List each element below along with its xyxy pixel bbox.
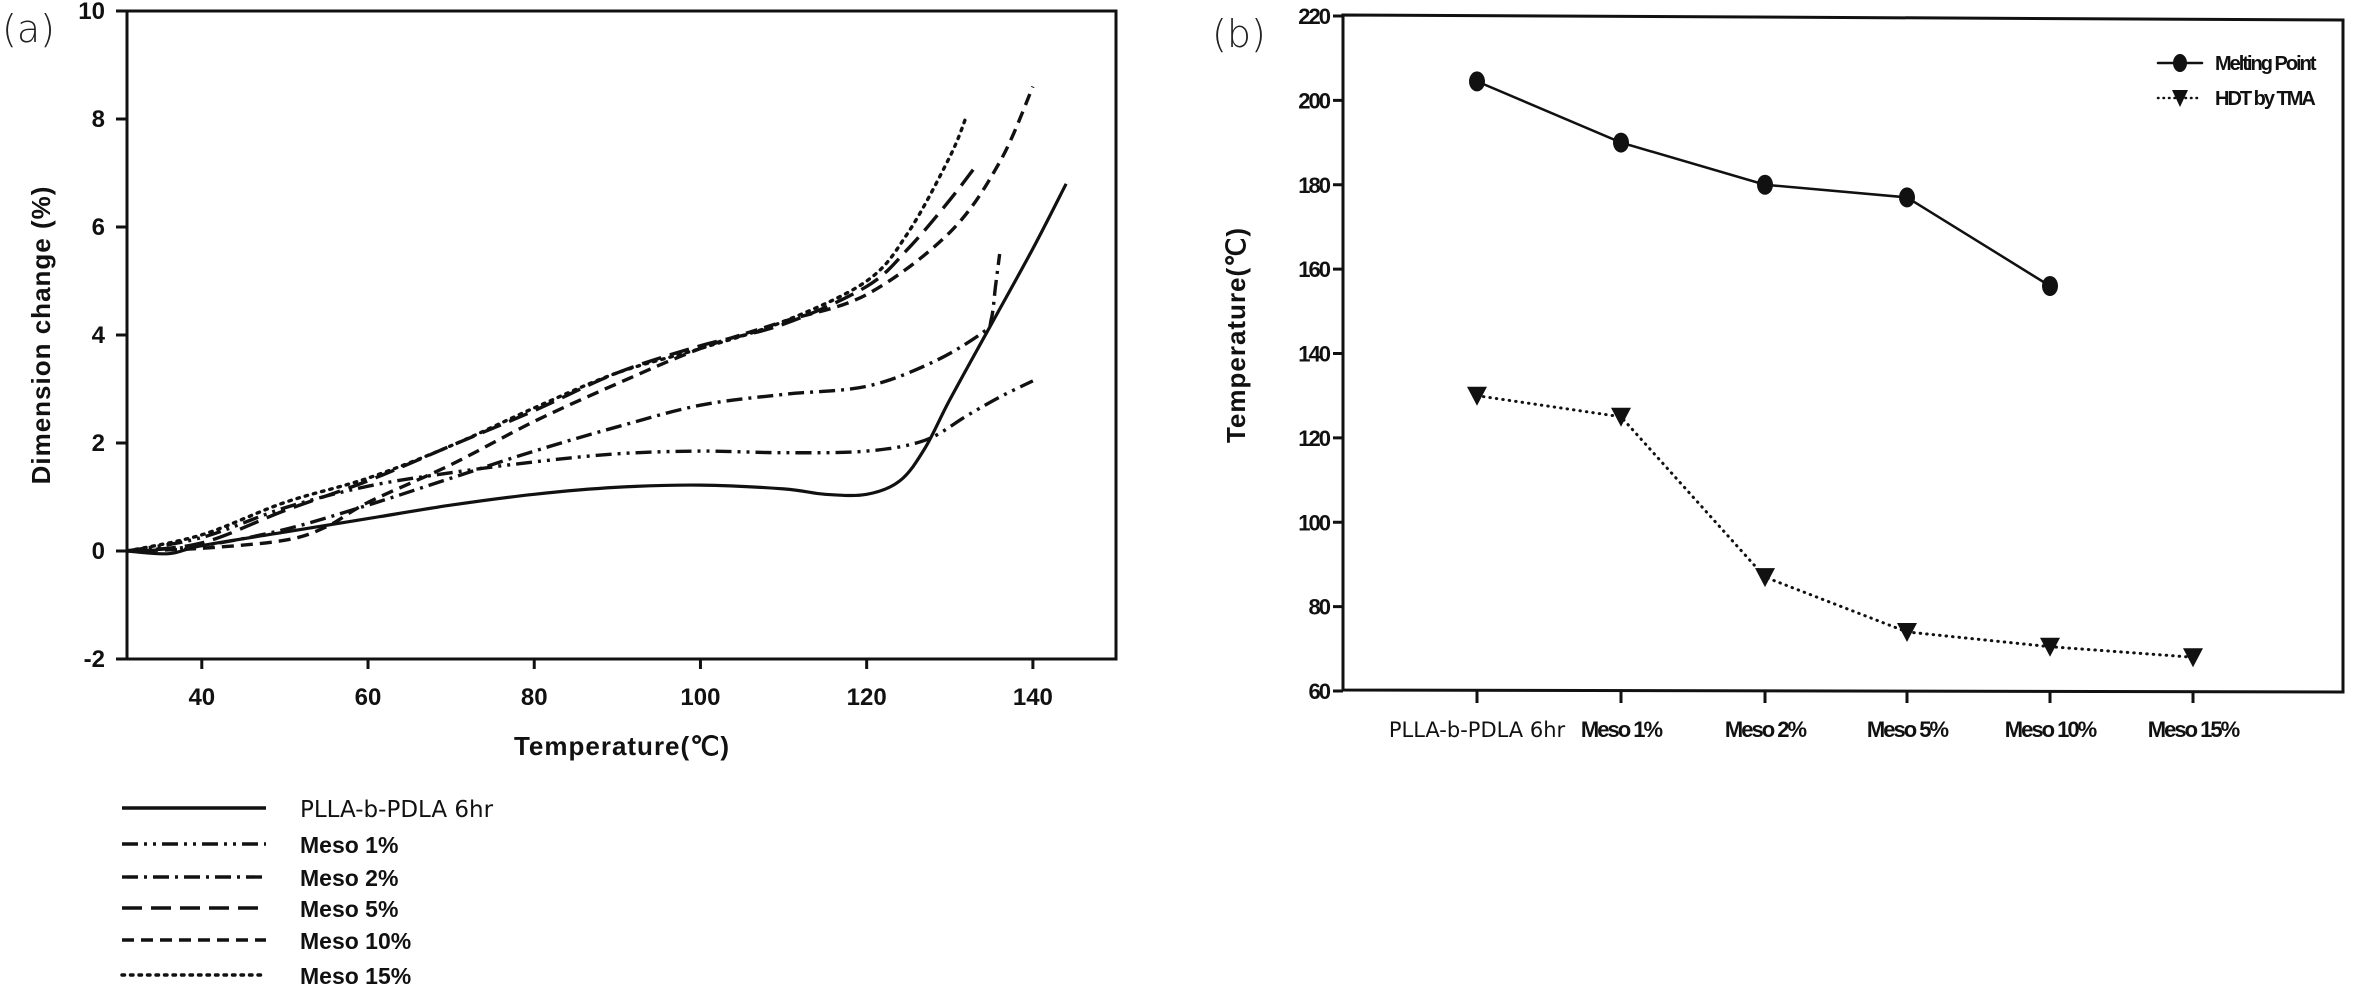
legend-a-label: PLLA-b-PDLA 6hr <box>300 797 494 823</box>
chart-b-plot-frame <box>1341 13 2345 694</box>
chart-b-y-tick-label: 180 <box>1298 173 1330 198</box>
chart-a-x-tick-label: 100 <box>680 684 720 711</box>
chart-b-y-tick-label: 80 <box>1309 595 1331 620</box>
chart-b-point-melting-point <box>1757 174 1773 195</box>
chart-b-series-hdt-by-tma <box>1475 394 2195 659</box>
chart-a-x-tick-label: 140 <box>1013 684 1053 711</box>
chart-b-y-tick-label: 120 <box>1298 426 1330 451</box>
legend-a-label: Meso 10% <box>300 928 411 954</box>
chart-b-y-axis-title: Temperature(℃) <box>1221 227 1251 443</box>
chart-a-y-tick-label: 8 <box>92 106 105 133</box>
chart-a-x-tick-label: 60 <box>355 684 382 711</box>
chart-a-x-tick-label: 40 <box>188 684 215 711</box>
chart-b-point-melting-point <box>1469 71 1485 92</box>
chart-a-y-tick-label: 6 <box>92 214 105 241</box>
chart-a-y-tick-label: 4 <box>92 322 106 349</box>
chart-a-x-axis-title: Temperature(℃) <box>514 731 730 761</box>
chart-b-x-tick-label: Meso 15% <box>2148 717 2240 742</box>
legend-a-label: Meso 2% <box>300 865 398 891</box>
chart-a-y-axis-title: Dimension change (%) <box>26 186 56 485</box>
chart-b-y-tick-label: 220 <box>1298 4 1330 29</box>
chart-b-point-hdt-by-tma <box>1467 386 1487 406</box>
chart-b-point-melting-point <box>1613 132 1629 153</box>
chart-b-x-tick-label: PLLA-b-PDLA 6hr <box>1389 718 1566 742</box>
chart-a-series-meso-15 <box>125 114 969 553</box>
legend-a-label: Meso 15% <box>300 963 411 989</box>
chart-a-plot-frame <box>125 9 1118 661</box>
chart-b-x-tick-label: Meso 2% <box>1725 717 1807 742</box>
panel-a-label: (a) <box>2 7 55 51</box>
chart-b-point-hdt-by-tma <box>1897 622 1917 642</box>
chart-b-x-tick-label: Meso 1% <box>1581 717 1663 742</box>
legend-a-label: Meso 5% <box>300 896 398 922</box>
chart-b-point-hdt-by-tma <box>1755 568 1775 588</box>
chart-a-y-tick-label: 0 <box>92 538 105 565</box>
chart-a-y-tick-label: 10 <box>78 0 105 25</box>
legend-b-marker-triangle <box>2172 90 2188 107</box>
legend-b-marker-circle <box>2173 54 2187 72</box>
chart-b-point-hdt-by-tma <box>1611 407 1631 427</box>
legend-b-label: Melting Point <box>2215 53 2317 75</box>
chart-b-y-tick-label: 140 <box>1298 342 1330 367</box>
chart-b-y-tick-label: 200 <box>1298 88 1330 113</box>
chart-b-x-tick-label: Meso 5% <box>1867 717 1949 742</box>
chart-a: -2 0 2 4 6 8 10 40 60 80 100 120 140 Dimension chan… <box>26 0 1118 989</box>
legend-b-label: HDT by TMA <box>2215 88 2315 110</box>
chart-b-point-hdt-by-tma <box>2040 637 2060 657</box>
chart-b-point-melting-point <box>1899 187 1915 208</box>
chart-a-x-tick-label: 80 <box>521 684 548 711</box>
chart-a-y-tick-label: -2 <box>84 646 105 673</box>
legend-a-label: Meso 1% <box>300 832 398 858</box>
chart-b: 60 80 100 120 140 160 180 200 220 PLLA-b-PDLA 6h… <box>1221 4 2345 742</box>
panel-b-label: (b) <box>1212 12 1266 56</box>
chart-b-y-tick-label: 160 <box>1298 257 1330 282</box>
chart-a-series-meso-2 <box>126 253 1002 553</box>
chart-b-x-tick-label: Meso 10% <box>2005 717 2097 742</box>
chart-b-y-tick-label: 100 <box>1298 510 1330 535</box>
chart-b-legend: Melting Point HDT by TMA <box>2156 53 2319 110</box>
chart-a-series-plla-b-pdla-6hr <box>126 183 1068 556</box>
chart-b-point-hdt-by-tma <box>2183 648 2203 668</box>
chart-a-legend: PLLA-b-PDLA 6hr Meso 1% Meso 2% Meso 5% Meso… <box>120 797 494 989</box>
chart-b-y-tick-label: 60 <box>1309 679 1331 704</box>
chart-a-x-tick-label: 120 <box>847 684 887 711</box>
chart-a-series-meso-1 <box>126 379 1034 553</box>
chart-b-point-melting-point <box>2042 276 2058 296</box>
chart-a-y-tick-label: 2 <box>92 430 105 457</box>
